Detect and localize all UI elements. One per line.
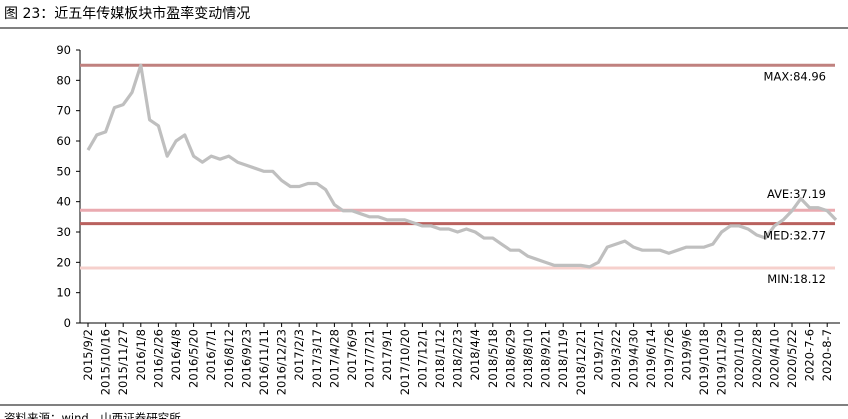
y-tick-label: 20 [56, 255, 71, 269]
x-tick-label: 2020/1/10 [732, 329, 746, 388]
x-tick-label: 2017/4/28 [327, 329, 341, 388]
x-tick-label: 2017/9/1 [380, 329, 394, 381]
reference-label: AVE:37.19 [767, 187, 826, 201]
x-tick-label: 2020/2/28 [750, 329, 764, 388]
reference-label: MAX:84.96 [764, 69, 826, 83]
reference-label: MED:32.77 [763, 229, 826, 243]
x-tick-label: 2018/8/10 [521, 329, 535, 388]
x-tick-label: 2016/9/23 [239, 329, 253, 388]
x-tick-label: 2019/7/26 [662, 329, 676, 388]
reference-label: MIN:18.12 [767, 272, 826, 286]
x-tick-label: 2016/5/20 [187, 329, 201, 388]
x-tick-label: 2020/5/22 [785, 329, 799, 388]
x-tick-label: 2015/10/16 [99, 329, 113, 395]
x-tick-label: 2018/2/23 [451, 329, 465, 388]
series-line [86, 63, 838, 269]
y-tick-label: 30 [56, 225, 71, 239]
x-tick-label: 2017/12/1 [415, 329, 429, 388]
y-tick-label: 40 [56, 195, 71, 209]
x-tick-label: 2020-8-7 [820, 329, 834, 381]
x-tick-label: 2018/1/12 [433, 329, 447, 388]
x-tick-label: 2018/11/9 [556, 329, 570, 388]
x-tick-label: 2018/6/29 [503, 329, 517, 388]
y-tick-label: 50 [56, 164, 71, 178]
x-tick-label: 2019/11/29 [715, 329, 729, 395]
y-tick-label: 90 [56, 43, 71, 57]
x-tick-label: 2018/12/21 [574, 329, 588, 395]
x-tick-label: 2017/7/21 [363, 329, 377, 388]
x-tick-label: 2019/3/22 [609, 329, 623, 388]
y-tick-label: 10 [56, 286, 71, 300]
y-tick-label: 60 [56, 134, 71, 148]
y-tick-label: 70 [56, 104, 71, 118]
y-tick-label: 0 [64, 316, 71, 330]
x-tick-label: 2019/10/18 [697, 329, 711, 395]
y-tick-label: 80 [56, 73, 71, 87]
x-tick-label: 2015/11/27 [116, 329, 130, 395]
x-tick-label: 2019/9/6 [679, 329, 693, 381]
x-tick-label: 2016/12/23 [275, 329, 289, 395]
source: 资料来源：wind，山西证券研究所 [4, 411, 181, 419]
x-tick-label: 2017/3/17 [310, 329, 324, 388]
x-tick-label: 2016/7/1 [204, 329, 218, 381]
x-tick-label: 2020/4/10 [767, 329, 781, 388]
x-tick-label: 2015/9/2 [81, 329, 95, 381]
x-tick-label: 2019/2/1 [591, 329, 605, 381]
x-tick-label: 2018/4/4 [468, 329, 482, 381]
x-tick-label: 2020-7-6 [803, 329, 817, 381]
chart-title: 图 23：近五年传媒板块市盈率变动情况 [4, 5, 250, 22]
x-tick-label: 2018/5/18 [486, 329, 500, 388]
x-tick-label: 2016/1/8 [134, 329, 148, 381]
x-tick-label: 2016/2/26 [151, 329, 165, 388]
x-tick-label: 2017/6/9 [345, 329, 359, 381]
x-tick-label: 2017/10/20 [398, 329, 412, 395]
x-tick-label: 2018/9/21 [539, 329, 553, 388]
x-tick-label: 2016/11/11 [257, 329, 271, 395]
x-tick-label: 2019/4/30 [627, 329, 641, 388]
x-tick-label: 2017/2/3 [292, 329, 306, 381]
x-tick-label: 2016/4/8 [169, 329, 183, 381]
x-tick-label: 2019/6/14 [644, 329, 658, 388]
x-tick-label: 2016/8/12 [222, 329, 236, 388]
